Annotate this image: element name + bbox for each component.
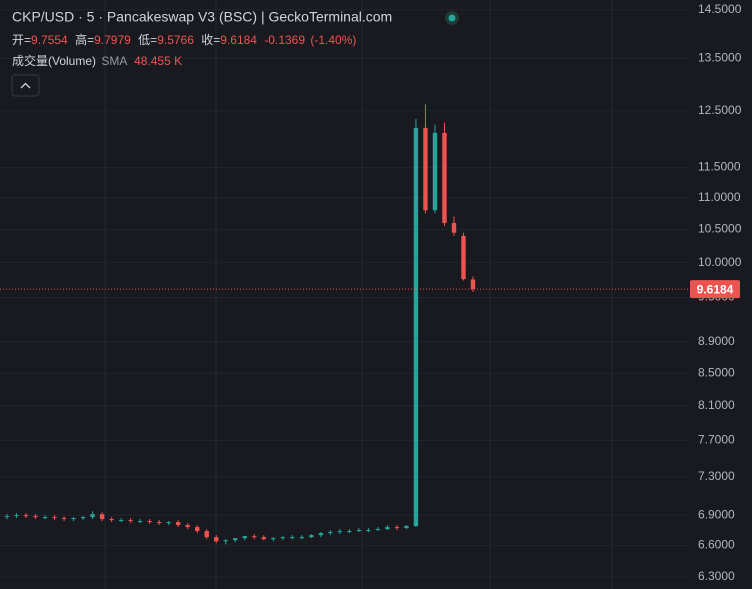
price-grid [0, 9, 690, 578]
candle-body [252, 536, 257, 538]
legend: CKP/USD · 5 · Pancakeswap V3 (BSC) | Gec… [11, 9, 459, 97]
candle-body [423, 127, 428, 211]
status-dot [448, 14, 456, 22]
candle-body [233, 538, 238, 541]
candle-body [299, 537, 305, 539]
time-grid [104, 0, 613, 589]
candle-body [99, 514, 105, 520]
candle-body [80, 517, 86, 519]
chart-title: CKP/USD · 5 · Pancakeswap V3 (BSC) | Gec… [12, 9, 392, 25]
y-tick-label: 13.5000 [698, 51, 742, 65]
candle-body [375, 529, 381, 531]
collapse-icon[interactable] [20, 82, 31, 89]
high-value: 9.7979 [94, 33, 131, 47]
candle-body [309, 535, 314, 538]
candles [0, 104, 690, 545]
candle-body [4, 516, 10, 518]
y-tick-label: 12.5000 [698, 103, 742, 117]
candle-body [271, 538, 276, 540]
candle-body [404, 526, 409, 529]
y-tick-label: 10.0000 [698, 255, 742, 269]
candle-body [156, 522, 162, 524]
candle-body [290, 537, 295, 539]
eq: = [87, 33, 94, 47]
y-tick-label: 8.9000 [698, 334, 735, 348]
candle-body [204, 531, 209, 538]
candle-body [23, 515, 29, 517]
change: -0.1369 [264, 33, 305, 47]
volume-row: 成交量(Volume) SMA 48.455 K [12, 53, 182, 68]
y-tick-label: 11.0000 [698, 190, 741, 204]
candle-body [223, 540, 228, 542]
y-tick-label: 10.5000 [698, 222, 742, 236]
candle-body [356, 530, 362, 532]
candle-body [175, 522, 181, 526]
y-tick-label: 7.7000 [698, 433, 735, 447]
candle-body [166, 522, 171, 524]
candle-body [90, 514, 95, 518]
candle-body [52, 517, 57, 519]
y-tick-label: 8.5000 [698, 365, 735, 379]
volume-sma-label: SMA [101, 54, 127, 68]
candle-body [214, 537, 219, 542]
low-label: 低 [138, 33, 150, 47]
y-tick-label: 7.3000 [698, 469, 735, 483]
change-percent: (-1.40%) [310, 33, 356, 47]
last-price-label: 9.6184 [697, 282, 734, 296]
price-axis: 14.5000 13.5000 12.5000 11.5000 11.0000 10.50… [690, 2, 742, 583]
candle-body [195, 527, 200, 532]
eq: = [24, 33, 31, 47]
y-tick-label: 6.3000 [698, 569, 735, 583]
candle-body [109, 519, 114, 521]
y-tick-label: 6.9000 [698, 507, 735, 521]
y-tick-label: 8.1000 [698, 398, 735, 412]
volume-label: 成交量(Volume) [12, 53, 96, 68]
candle-body [366, 530, 371, 532]
candle-body [461, 235, 466, 280]
candle-body [280, 537, 285, 539]
candle-body [328, 532, 333, 534]
open-value: 9.7554 [31, 33, 68, 47]
candle-body [394, 527, 400, 529]
open-label: 开 [12, 33, 24, 47]
y-tick-label: 14.5000 [698, 2, 742, 16]
candle-body [385, 527, 390, 530]
candle-body [242, 536, 247, 539]
y-tick-label: 11.5000 [698, 160, 741, 174]
eq: = [150, 33, 157, 47]
close-value: 9.6184 [220, 33, 257, 47]
candle-body [337, 531, 343, 533]
candle-body [470, 279, 476, 290]
ohlc-row: 开=9.7554 高=9.7979 低=9.5766 收=9.6184 -0.1… [12, 32, 356, 47]
eq: = [213, 33, 220, 47]
last-price-tag [690, 280, 740, 299]
candle-body [33, 516, 38, 518]
collapse-button[interactable] [11, 74, 40, 97]
candle-body [42, 517, 48, 519]
candle-body [347, 531, 352, 533]
candle-body [118, 520, 124, 522]
candle-body [61, 518, 67, 520]
candle-body [137, 521, 143, 523]
candle-body [318, 533, 324, 536]
volume-sma-value: 48.455 K [134, 54, 182, 68]
candle-body [185, 525, 190, 528]
candle-body [14, 515, 19, 517]
candle-body [442, 132, 447, 223]
candle-body [261, 537, 266, 540]
candle-body [71, 518, 76, 520]
high-label: 高 [75, 32, 87, 47]
close-label: 收 [201, 33, 213, 47]
candle-body [451, 222, 457, 233]
candle-body [413, 127, 419, 527]
low-value: 9.5766 [157, 33, 194, 47]
candle-body [147, 521, 152, 523]
y-tick-label: 6.6000 [698, 538, 735, 552]
candle-body [432, 132, 438, 211]
candle-body [128, 520, 133, 522]
